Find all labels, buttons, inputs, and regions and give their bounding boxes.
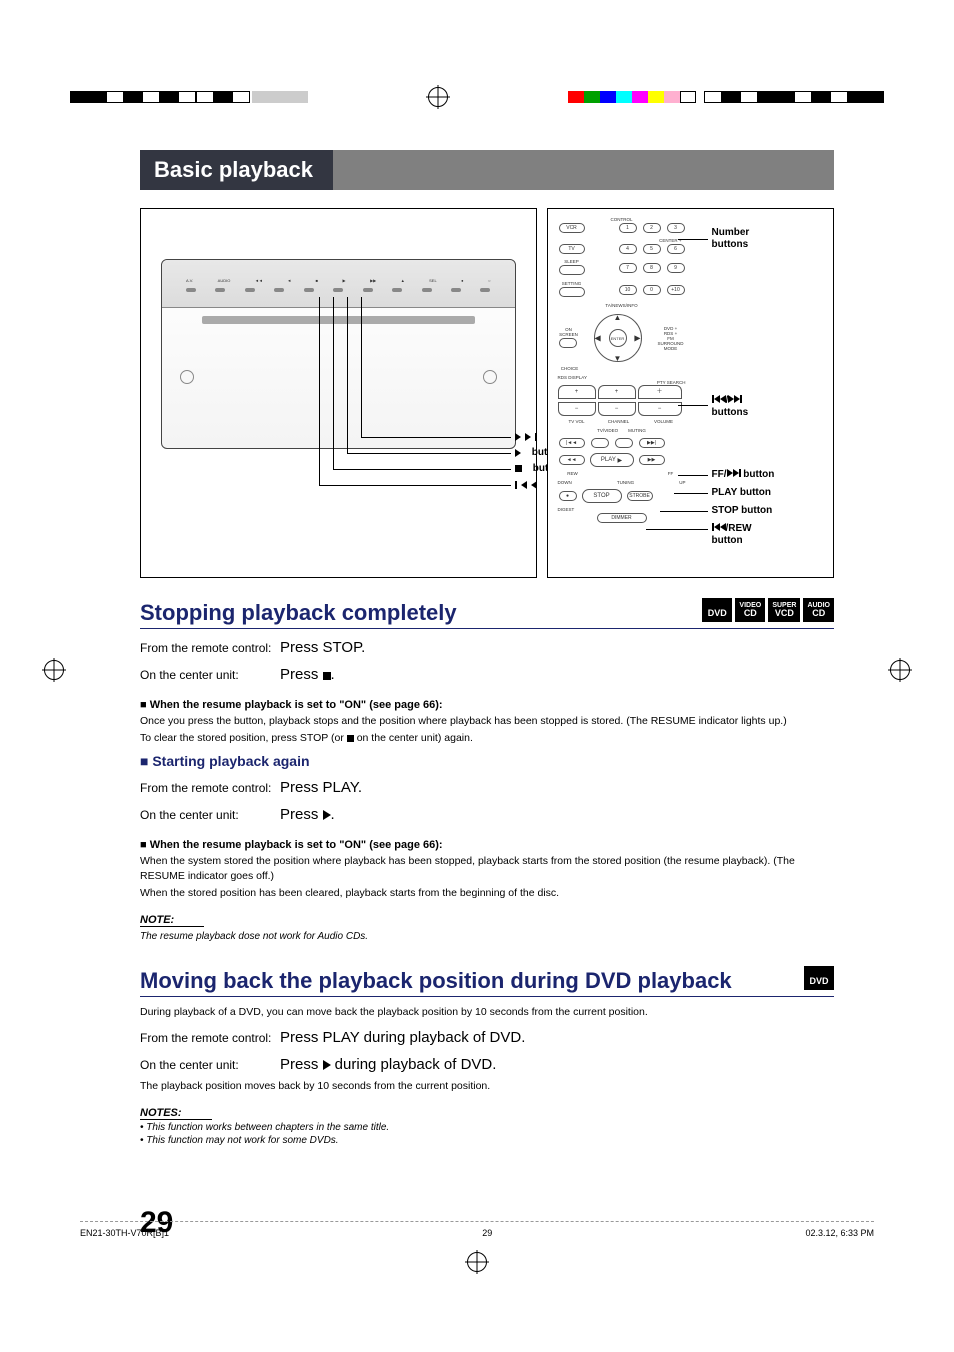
callout-skip-buttons: / buttons [712, 395, 749, 419]
note-body: The resume playback dose not work for Au… [140, 931, 834, 942]
moving-back-intro: During playback of a DVD, you can move b… [140, 1005, 834, 1019]
registration-mark-bottom-icon [467, 1252, 487, 1272]
resume-body-1: Once you press the button, playback stop… [140, 714, 834, 728]
note-1: • This function works between chapters i… [140, 1122, 834, 1133]
note-heading: NOTE: [140, 914, 204, 927]
title-bar: Basic playback [140, 150, 834, 190]
badge-dvd-2: DVD [804, 966, 834, 990]
registration-mark-right-icon [890, 660, 910, 680]
resume-body-4: When the stored position has been cleare… [140, 886, 834, 900]
remote-play-button: PLAY ▶ [590, 453, 634, 467]
center-unit-illustration: A.V.AUDIO◄◄◄■▶▶▶▲SEL●○ [140, 208, 537, 578]
badge-super-vcd: SUPERVCD [768, 598, 800, 622]
instruction-remote-play: From the remote control: Press PLAY. [140, 779, 834, 796]
illustration-row: A.V.AUDIO◄◄◄■▶▶▶▲SEL●○ [140, 208, 834, 578]
remote-skip-prev-icon: |◄◄ [559, 438, 585, 448]
callout-ff-button: FF/ button [712, 469, 775, 481]
page-title: Basic playback [140, 150, 333, 190]
callout-stop-button: STOP button [712, 505, 773, 517]
crop-pattern-right [568, 91, 884, 103]
instruction-remote-play-dvd: From the remote control: Press PLAY duri… [140, 1029, 834, 1046]
resume-on-heading-2: ■ When the resume playback is set to "ON… [140, 839, 834, 851]
registration-mark-icon [428, 87, 448, 107]
remote-stop-button: STOP [582, 489, 622, 503]
callout-play-button: PLAY button [712, 487, 771, 499]
instruction-unit-stop: On the center unit: Press . [140, 666, 834, 683]
instruction-unit-play-dvd: On the center unit: Press during playbac… [140, 1056, 834, 1073]
manual-page: Basic playback A.V.AUDIO◄◄◄■▶▶▶▲SEL●○ [0, 0, 954, 1352]
instruction-unit-play: On the center unit: Press . [140, 806, 834, 823]
footer: EN21-30TH-V70R[B]1 29 02.3.12, 6:33 PM [80, 1221, 874, 1238]
remote-skip-next-icon: ▶▶| [639, 438, 665, 448]
resume-on-heading: ■ When the resume playback is set to "ON… [140, 699, 834, 711]
note-2: • This function may not work for some DV… [140, 1135, 834, 1146]
page-content: Basic playback A.V.AUDIO◄◄◄■▶▶▶▲SEL●○ [0, 110, 954, 1240]
registration-mark-left-icon [44, 660, 64, 680]
section-stopping-title: Stopping playback completely DVD VIDEOCD… [140, 600, 834, 629]
resume-body-3: When the system stored the position wher… [140, 854, 834, 882]
notes-heading: NOTES: [140, 1107, 212, 1120]
moving-back-after: The playback position moves back by 10 s… [140, 1079, 834, 1093]
remote-vcr-button: VCR [559, 223, 585, 233]
footer-center: 29 [482, 1228, 492, 1238]
badge-audio-cd: AUDIOCD [803, 598, 834, 622]
remote-rew-icon: ◄◄ [559, 455, 585, 465]
remote-illustration: CONTROL VCR 1 2 3 CENTER + TV 4 5 6 [547, 208, 834, 578]
remote-ff-icon: ▶▶ [639, 455, 665, 465]
remote-rec-icon: ● [559, 491, 577, 501]
crop-pattern-left [70, 91, 308, 103]
remote-tv-button: TV [559, 244, 585, 254]
resume-body-2: To clear the stored position, press STOP… [140, 731, 834, 745]
badge-dvd: DVD [702, 598, 732, 622]
footer-left: EN21-30TH-V70R[B]1 [80, 1228, 169, 1238]
print-marks-top [0, 0, 954, 110]
remote-dpad: ▲ ▼ ◀ ▶ ENTER [594, 314, 642, 362]
callout-number-buttons: Numberbuttons [712, 227, 822, 251]
badge-video-cd: VIDEOCD [735, 598, 765, 622]
media-badges: DVD VIDEOCD SUPERVCD AUDIOCD [702, 598, 834, 622]
footer-right: 02.3.12, 6:33 PM [805, 1228, 874, 1238]
callout-rew-button: /REWbutton [712, 523, 752, 547]
section-moving-back-title: Moving back the playback position during… [140, 968, 834, 997]
starting-again-heading: ■ Starting playback again [140, 753, 834, 769]
instruction-remote-stop: From the remote control: Press STOP. [140, 639, 834, 656]
